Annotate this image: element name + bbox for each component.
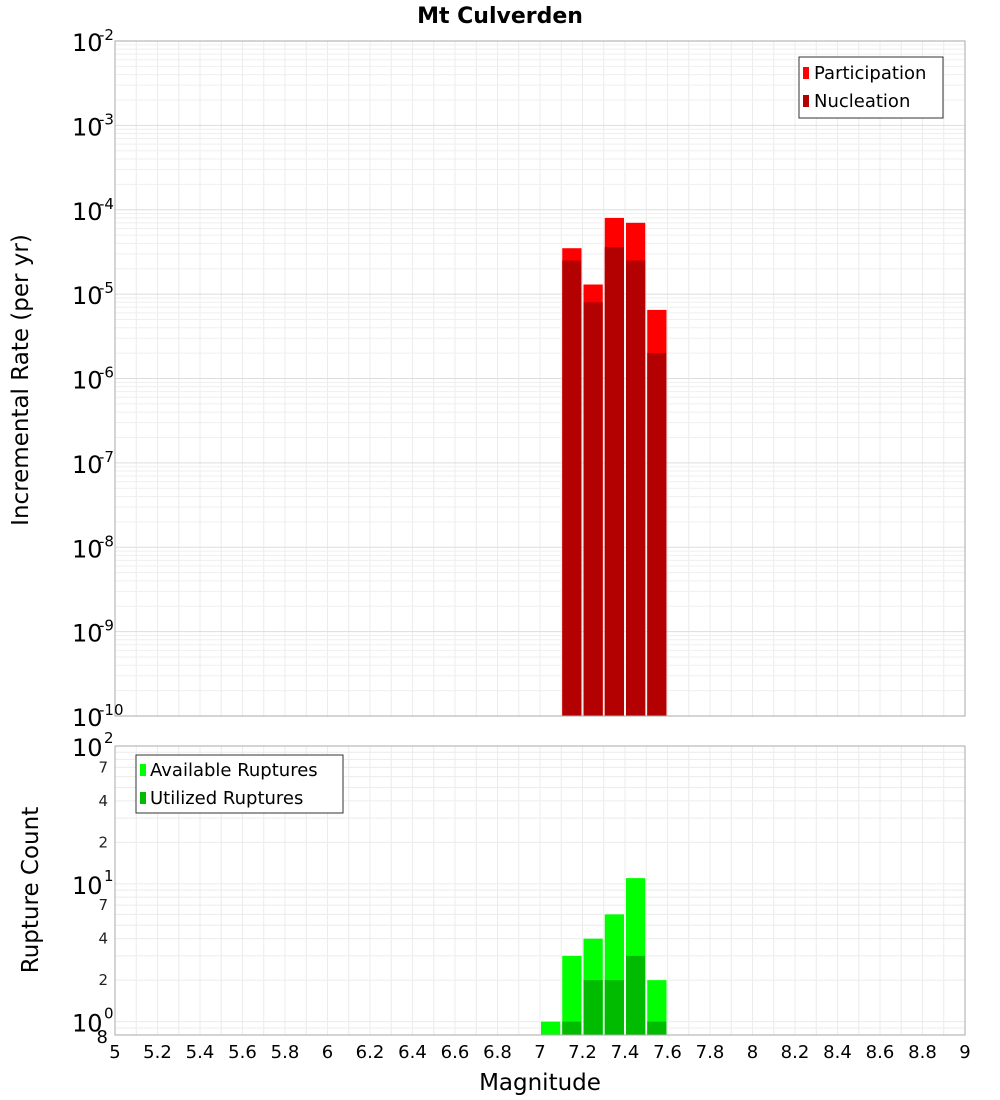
top-y-tick-exponent: -2 xyxy=(99,26,114,44)
legend-swatch-participation xyxy=(803,67,809,79)
legend-label-utilized-ruptures: Utilized Ruptures xyxy=(150,788,303,809)
top-y-axis-label: Incremental Rate (per yr) xyxy=(8,234,34,526)
top-plot-frame xyxy=(114,40,966,717)
top-legend-box xyxy=(798,56,944,119)
legend-label-nucleation: Nucleation xyxy=(814,91,910,112)
top-y-tick-exponent: -4 xyxy=(99,195,114,213)
top-plot-bars xyxy=(562,217,667,717)
top-y-tick-exponent: -10 xyxy=(99,701,124,719)
bottom-y-tick-base: 10 xyxy=(72,1010,103,1038)
top-y-tick-exponent: -8 xyxy=(99,532,114,550)
x-tick-labels: 5 5.2 5.4 5.6 5.8 6 6.2 6.4 6.6 6.8 7 7.2 7.4 7.6 7.8 8… xyxy=(109,1042,970,1063)
top-y-tick-base: 10 xyxy=(72,198,103,226)
bottom-bar-available-ruptures xyxy=(541,1021,561,1035)
legend-label-participation: Participation xyxy=(814,63,926,84)
x-tick-label: 6.4 xyxy=(398,1042,427,1063)
top-y-tick-exponent: -5 xyxy=(99,279,114,297)
x-tick-label: 6.6 xyxy=(441,1042,470,1063)
bottom-y-tick-exponent: 0 xyxy=(104,1005,114,1023)
bottom-y-minor-tick-label: 4 xyxy=(98,930,108,948)
x-tick-label: 7.2 xyxy=(568,1042,597,1063)
bottom-y-minor-tick-label: 7 xyxy=(98,896,108,914)
bottom-y-axis-label: Rupture Count xyxy=(18,807,44,973)
top-y-tick-exponent: -9 xyxy=(99,617,114,635)
x-tick-label: 5.2 xyxy=(143,1042,172,1063)
x-tick-label: 5.4 xyxy=(186,1042,215,1063)
x-tick-label: 7 xyxy=(534,1042,545,1063)
x-tick-label: 7.8 xyxy=(696,1042,725,1063)
bottom-plot-frame xyxy=(114,745,966,1036)
bottom-legend: Available Ruptures Utilized Ruptures xyxy=(135,754,344,814)
x-tick-label: 8.4 xyxy=(823,1042,852,1063)
bottom-y-tick-exponent: 2 xyxy=(104,729,114,747)
x-tick-label: 6.2 xyxy=(356,1042,385,1063)
x-tick-label: 8 xyxy=(747,1042,758,1063)
bottom-y-minor-tick-label: 2 xyxy=(98,971,108,989)
bottom-bar-available-ruptures xyxy=(562,955,582,1035)
x-tick-label: 8.8 xyxy=(908,1042,937,1063)
top-bar-nucleation xyxy=(583,302,603,716)
top-y-tick-base: 10 xyxy=(72,451,103,479)
bottom-y-minor-tick-label: 7 xyxy=(98,758,108,776)
top-y-tick-base: 10 xyxy=(72,367,103,395)
x-tick-label: 5 xyxy=(109,1042,120,1063)
bottom-bar-utilized-ruptures xyxy=(604,980,624,1035)
x-axis-label: Magnitude xyxy=(479,1070,601,1096)
top-y-tick-base: 10 xyxy=(72,113,103,141)
bottom-y-tick-exponent: 1 xyxy=(104,867,114,885)
top-y-tick-base: 10 xyxy=(72,620,103,648)
legend-label-available-ruptures: Available Ruptures xyxy=(150,760,318,781)
top-bar-nucleation xyxy=(626,260,646,716)
top-bar-nucleation xyxy=(562,260,582,716)
bottom-y-min-tick-label: 8 xyxy=(97,1027,108,1048)
bottom-plot-bars xyxy=(541,878,667,1035)
x-tick-label: 5.8 xyxy=(271,1042,300,1063)
legend-swatch-available-ruptures xyxy=(140,764,146,776)
bottom-y-minor-tick-label: 4 xyxy=(98,792,108,810)
bottom-plot-gridlines xyxy=(114,745,966,1036)
bottom-y-tick-base: 10 xyxy=(72,734,103,762)
top-legend: Participation Nucleation xyxy=(798,56,944,119)
bottom-bar-utilized-ruptures xyxy=(647,1021,667,1035)
bottom-bar-utilized-ruptures xyxy=(626,955,646,1035)
x-tick-label: 8.6 xyxy=(866,1042,895,1063)
x-tick-label: 8.2 xyxy=(781,1042,810,1063)
top-y-tick-exponent: -7 xyxy=(99,448,114,466)
top-y-tick-exponent: -6 xyxy=(99,364,114,382)
top-plot-gridlines xyxy=(114,41,966,717)
top-bar-nucleation xyxy=(604,247,624,716)
top-y-tick-base: 10 xyxy=(72,29,103,57)
bottom-bar-utilized-ruptures xyxy=(583,980,603,1035)
legend-swatch-nucleation xyxy=(803,95,809,107)
top-y-tick-base: 10 xyxy=(72,282,103,310)
top-y-tick-exponent: -3 xyxy=(99,110,114,128)
x-tick-label: 5.6 xyxy=(228,1042,257,1063)
top-y-tick-base: 10 xyxy=(72,704,103,732)
top-y-tick-base: 10 xyxy=(72,535,103,563)
legend-swatch-utilized-ruptures xyxy=(140,792,146,804)
x-tick-label: 9 xyxy=(959,1042,970,1063)
bottom-bar-available-ruptures xyxy=(647,980,667,1035)
bottom-y-minor-tick-label: 2 xyxy=(98,833,108,851)
x-tick-label: 7.6 xyxy=(653,1042,682,1063)
bottom-y-tick-base: 10 xyxy=(72,872,103,900)
top-bar-nucleation xyxy=(647,353,667,716)
bottom-legend-box xyxy=(135,754,344,814)
x-tick-label: 6 xyxy=(322,1042,333,1063)
bottom-bar-utilized-ruptures xyxy=(562,1021,582,1035)
x-tick-label: 7.4 xyxy=(611,1042,640,1063)
chart-title: Mt Culverden xyxy=(417,4,583,29)
x-tick-label: 6.8 xyxy=(483,1042,512,1063)
